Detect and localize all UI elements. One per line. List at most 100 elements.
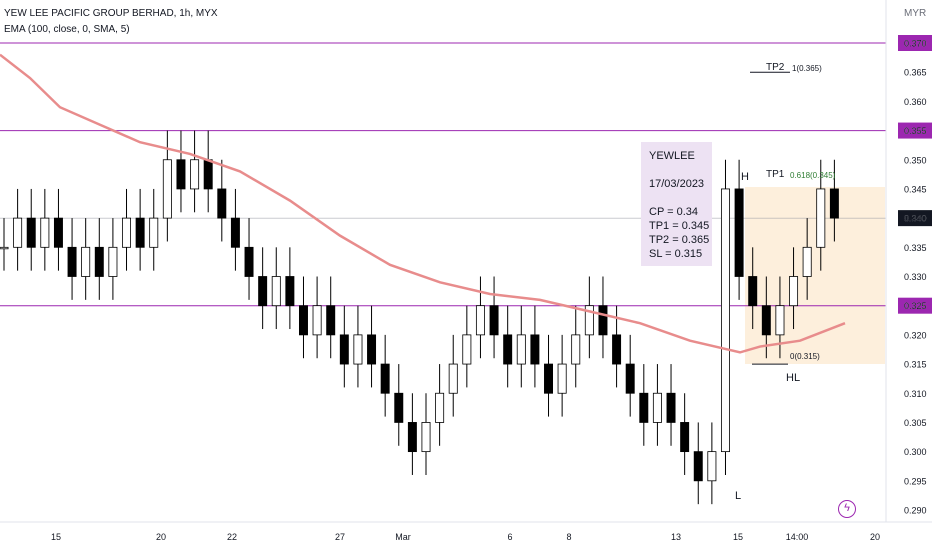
candle — [761, 305, 771, 336]
high-label: H — [741, 171, 749, 183]
candle — [81, 246, 91, 277]
candle — [734, 188, 744, 277]
candle — [353, 334, 363, 365]
y-tick-label: 0.360 — [904, 97, 927, 107]
candle — [190, 159, 200, 190]
note-ticker: YEWLEE — [649, 150, 695, 162]
candle — [584, 305, 594, 336]
candle — [748, 276, 758, 307]
current-price-label: 0.340 — [904, 214, 927, 224]
candle — [829, 188, 839, 219]
x-tick-label: 22 — [227, 532, 237, 542]
candle — [271, 276, 281, 307]
candle — [530, 334, 540, 365]
higher-low-label: HL — [786, 372, 800, 384]
candle — [312, 305, 322, 336]
candle — [176, 159, 186, 190]
tp2-label: TP2 — [766, 62, 785, 73]
x-tick-label: 15 — [51, 532, 61, 542]
candle — [108, 246, 118, 277]
x-tick-label: 8 — [566, 532, 571, 542]
level-price-tag — [898, 297, 932, 314]
y-tick-label: 0.335 — [904, 243, 927, 253]
candle — [162, 159, 172, 219]
y-tick-label: 0.330 — [904, 272, 927, 282]
candle — [462, 334, 472, 365]
current-price-tag — [898, 210, 932, 227]
candle — [544, 363, 553, 394]
level-price-label: 0.325 — [904, 301, 927, 311]
candle — [721, 188, 730, 453]
candle — [693, 451, 703, 482]
y-tick-label: 0.345 — [904, 184, 927, 194]
candle — [612, 334, 622, 365]
candle — [802, 246, 812, 277]
y-tick-label: 0.290 — [904, 506, 927, 516]
candle — [625, 363, 635, 394]
candle — [326, 305, 336, 336]
y-tick-label: 0.370 — [904, 39, 927, 49]
x-tick-label: 27 — [335, 532, 345, 542]
x-tick-label: 6 — [507, 532, 512, 542]
candle — [339, 334, 349, 365]
candle — [421, 422, 431, 453]
candle — [475, 305, 485, 336]
note-sl: SL = 0.315 — [649, 248, 703, 260]
chart-title: YEW LEE PACIFIC GROUP BERHAD, 1h, MYX — [4, 8, 218, 19]
candle — [489, 305, 499, 336]
candle — [258, 276, 268, 307]
fib-sl-label: 0(0.315) — [790, 352, 820, 361]
candle — [298, 305, 308, 336]
note-date: 17/03/2023 — [649, 178, 705, 190]
candle — [639, 392, 649, 423]
ema-line — [0, 53, 846, 354]
x-tick-label: 20 — [156, 532, 166, 542]
x-tick-label: 20 — [870, 532, 880, 542]
candle — [503, 334, 513, 365]
note-cp: CP = 0.34 — [649, 206, 699, 218]
tp1-label: TP1 — [766, 169, 785, 180]
candle — [67, 246, 77, 277]
candle — [149, 217, 159, 248]
y-tick-label: 0.325 — [904, 301, 927, 311]
y-tick-label: 0.340 — [904, 214, 927, 224]
candle — [94, 246, 104, 277]
candle — [816, 188, 826, 248]
y-tick-label: 0.305 — [904, 418, 927, 428]
candle — [0, 246, 9, 250]
note-tp2: TP2 = 0.365 — [649, 234, 710, 246]
x-tick-label: 13 — [671, 532, 681, 542]
x-tick-label: 15 — [733, 532, 743, 542]
candle — [394, 392, 404, 423]
candle — [516, 334, 526, 365]
x-tick-label: Mar — [395, 532, 411, 542]
y-tick-label: 0.300 — [904, 447, 927, 457]
candle — [230, 217, 240, 248]
candle — [789, 276, 799, 307]
fib-tp1-label: 0.618(0.345) — [790, 171, 836, 180]
candle — [217, 188, 227, 219]
candle — [285, 276, 295, 307]
candle — [13, 217, 23, 248]
trade-note: YEWLEE 17/03/2023 CP = 0.34 TP1 = 0.345 … — [641, 142, 712, 266]
y-tick-label: 0.295 — [904, 476, 927, 486]
y-tick-label: 0.310 — [904, 389, 927, 399]
candle — [40, 217, 50, 248]
candle — [244, 246, 254, 277]
currency-label: MYR — [904, 8, 927, 19]
level-price-tag — [898, 35, 932, 51]
level-price-label: 0.355 — [904, 126, 927, 136]
y-tick-label: 0.315 — [904, 360, 927, 370]
candle — [135, 217, 145, 248]
level-price-label: 0.370 — [904, 39, 927, 49]
candle — [407, 422, 417, 453]
flash-icon[interactable]: ϟ — [838, 500, 856, 518]
candle — [448, 363, 458, 394]
candle — [557, 363, 567, 394]
candle — [680, 422, 690, 453]
candle — [598, 305, 608, 336]
y-tick-label: 0.320 — [904, 330, 927, 340]
candle — [775, 305, 785, 336]
level-price-tag — [898, 122, 932, 139]
